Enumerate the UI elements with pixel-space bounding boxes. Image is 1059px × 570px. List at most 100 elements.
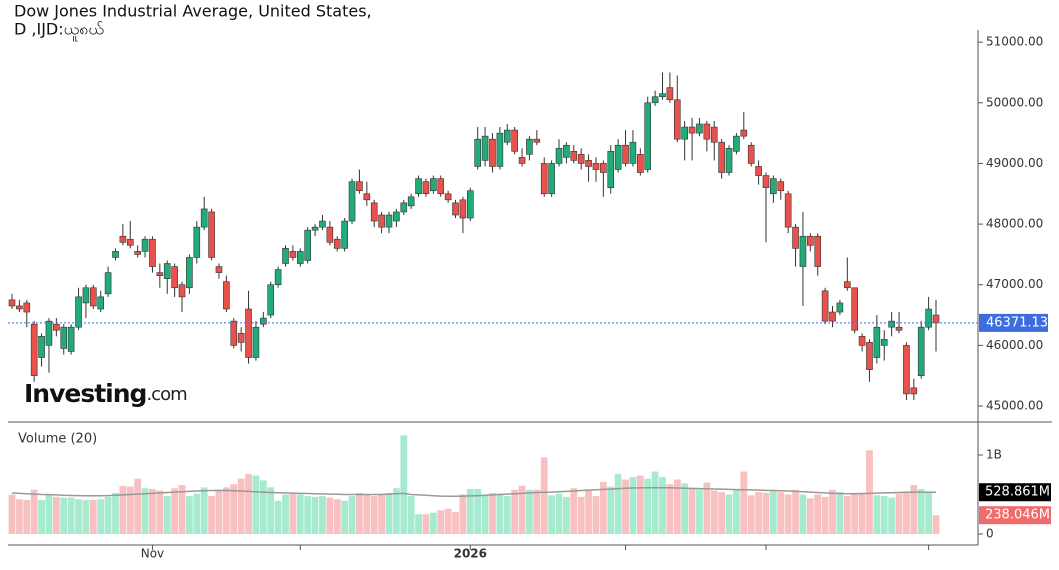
- volume-bar: [489, 492, 496, 534]
- candle-body: [104, 272, 112, 295]
- candle-body: [82, 287, 90, 304]
- candle-body: [548, 163, 555, 195]
- volume-bar: [821, 496, 829, 534]
- candle-body: [718, 141, 725, 173]
- candle-body: [467, 190, 474, 219]
- volume-bar: [112, 492, 119, 534]
- volume-bar: [917, 488, 925, 534]
- candle-body: [223, 281, 230, 310]
- brand-name: Investing.com: [24, 379, 187, 408]
- volume-bar: [370, 496, 378, 534]
- volume-bar: [910, 485, 918, 534]
- volume-bar: [526, 489, 533, 534]
- volume-bar: [38, 500, 45, 534]
- candle-body: [260, 317, 267, 325]
- candle-body: [141, 238, 149, 252]
- candle-body: [422, 181, 430, 195]
- candle-body: [437, 178, 445, 195]
- candle-body: [75, 296, 82, 328]
- volume-bar: [8, 494, 16, 534]
- volume-bar: [895, 493, 903, 534]
- candle-body: [710, 126, 718, 143]
- volume-bar: [385, 492, 393, 534]
- candle-body: [747, 144, 755, 164]
- volume-bar: [274, 500, 282, 534]
- volume-bar: [636, 475, 644, 534]
- candle-body: [326, 226, 334, 243]
- candle-body: [60, 326, 68, 349]
- volume-bar: [673, 479, 681, 534]
- volume-bar: [400, 435, 408, 534]
- volume-bar: [15, 499, 23, 534]
- volume-bar: [252, 475, 260, 534]
- volume-bar: [740, 471, 748, 534]
- candle-body: [385, 214, 393, 228]
- volume-bar: [718, 492, 726, 534]
- candle-body: [866, 342, 873, 370]
- volume-bar: [311, 496, 319, 534]
- candle-body: [533, 138, 541, 143]
- candle-body: [563, 144, 570, 158]
- candle-body: [370, 202, 378, 222]
- volume-bar: [415, 514, 422, 534]
- volume-bar: [659, 477, 666, 534]
- volume-bar: [696, 489, 703, 534]
- candle-body: [444, 193, 452, 201]
- volume-bar: [925, 491, 933, 534]
- candle-body: [378, 214, 385, 228]
- volume-bar: [710, 490, 718, 534]
- candle-body: [252, 326, 260, 358]
- volume-bar: [82, 500, 90, 534]
- candle-body: [289, 251, 297, 258]
- candle-body: [274, 269, 282, 286]
- candle-body: [607, 151, 615, 188]
- candle-body: [829, 311, 836, 322]
- candle-body: [430, 178, 437, 192]
- candle-body: [696, 123, 703, 134]
- candle-body: [282, 248, 289, 264]
- volume-bar: [866, 450, 873, 534]
- candle-body: [518, 157, 526, 164]
- candle-body: [843, 281, 851, 289]
- candle-body: [45, 320, 53, 346]
- y-tick-label: 51000.00: [986, 35, 1043, 49]
- candle-body: [215, 266, 223, 273]
- volume-bar: [747, 495, 755, 534]
- volume-bar: [141, 488, 149, 534]
- volume-bar: [585, 489, 592, 534]
- volume-bar: [237, 478, 245, 534]
- candle-body: [503, 129, 511, 143]
- candle-body: [296, 251, 304, 264]
- candle-body: [16, 305, 23, 310]
- brand-name-text: Investing: [24, 379, 146, 408]
- candle-body: [67, 326, 75, 352]
- candle-body: [8, 299, 16, 307]
- volume-bar: [666, 484, 674, 534]
- volume-title: Volume (20): [18, 432, 97, 447]
- volume-label: 238.046M: [985, 508, 1050, 523]
- volume-ma-line: [11, 487, 937, 497]
- volume-bar: [599, 481, 607, 534]
- volume-bar: [45, 493, 53, 534]
- volume-bar: [267, 487, 275, 534]
- candle-body: [932, 314, 940, 324]
- volume-bar: [30, 489, 38, 534]
- volume-bar: [304, 496, 312, 534]
- candle-body: [784, 193, 792, 228]
- volume-bar: [341, 500, 349, 534]
- candle-body: [496, 132, 504, 167]
- candle-body: [363, 193, 371, 201]
- price-label: 46371.13: [986, 315, 1048, 330]
- candle-body: [792, 226, 799, 249]
- volume-bar: [703, 482, 711, 534]
- candle-body: [725, 147, 733, 173]
- candle-body: [629, 141, 637, 164]
- volume-bar: [540, 457, 548, 534]
- volume-bar: [186, 496, 193, 534]
- candle-body: [570, 151, 578, 161]
- volume-bar: [67, 497, 75, 534]
- candle-body: [156, 272, 164, 276]
- candle-body: [119, 235, 127, 243]
- volume-bar: [474, 488, 482, 534]
